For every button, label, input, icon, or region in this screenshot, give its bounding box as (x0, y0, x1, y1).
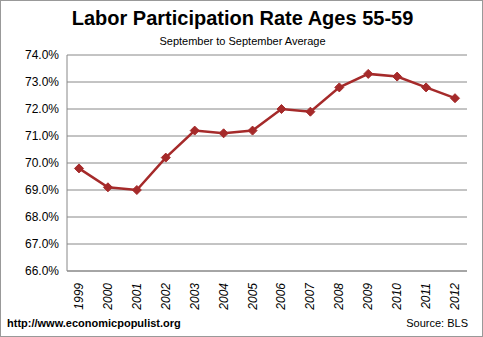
svg-text:2006: 2006 (274, 283, 288, 311)
svg-text:2004: 2004 (217, 283, 231, 311)
svg-text:72.0%: 72.0% (25, 102, 59, 116)
svg-text:1999: 1999 (72, 283, 86, 310)
svg-text:67.0%: 67.0% (25, 237, 59, 251)
svg-text:2008: 2008 (332, 283, 346, 311)
html-text:September to September Average: September to September Average (159, 35, 326, 47)
svg-text:66.0%: 66.0% (25, 264, 59, 278)
svg-text:2000: 2000 (101, 283, 115, 311)
html-text:Source: BLS: Source: BLS (406, 317, 468, 329)
svg-text:69.0%: 69.0% (25, 183, 59, 197)
svg-text:73.0%: 73.0% (25, 75, 59, 89)
svg-text:74.0%: 74.0% (25, 48, 59, 62)
svg-text:2012: 2012 (448, 283, 462, 311)
svg-text:2005: 2005 (246, 283, 260, 311)
html-text:http://www.economicpopulist.or: http://www.economicpopulist.org (7, 317, 181, 329)
svg-text:2010: 2010 (390, 283, 404, 311)
svg-text:2011: 2011 (419, 283, 433, 310)
svg-text:71.0%: 71.0% (25, 129, 59, 143)
svg-text:2003: 2003 (188, 283, 202, 311)
svg-text:70.0%: 70.0% (25, 156, 59, 170)
svg-text:2001: 2001 (130, 283, 144, 311)
html-text:Labor Participation Rate Ages: Labor Participation Rate Ages 55-59 (71, 7, 414, 29)
svg-text:2009: 2009 (361, 283, 375, 311)
svg-text:68.0%: 68.0% (25, 210, 59, 224)
svg-text:2002: 2002 (159, 283, 173, 311)
svg-text:2007: 2007 (303, 282, 317, 311)
